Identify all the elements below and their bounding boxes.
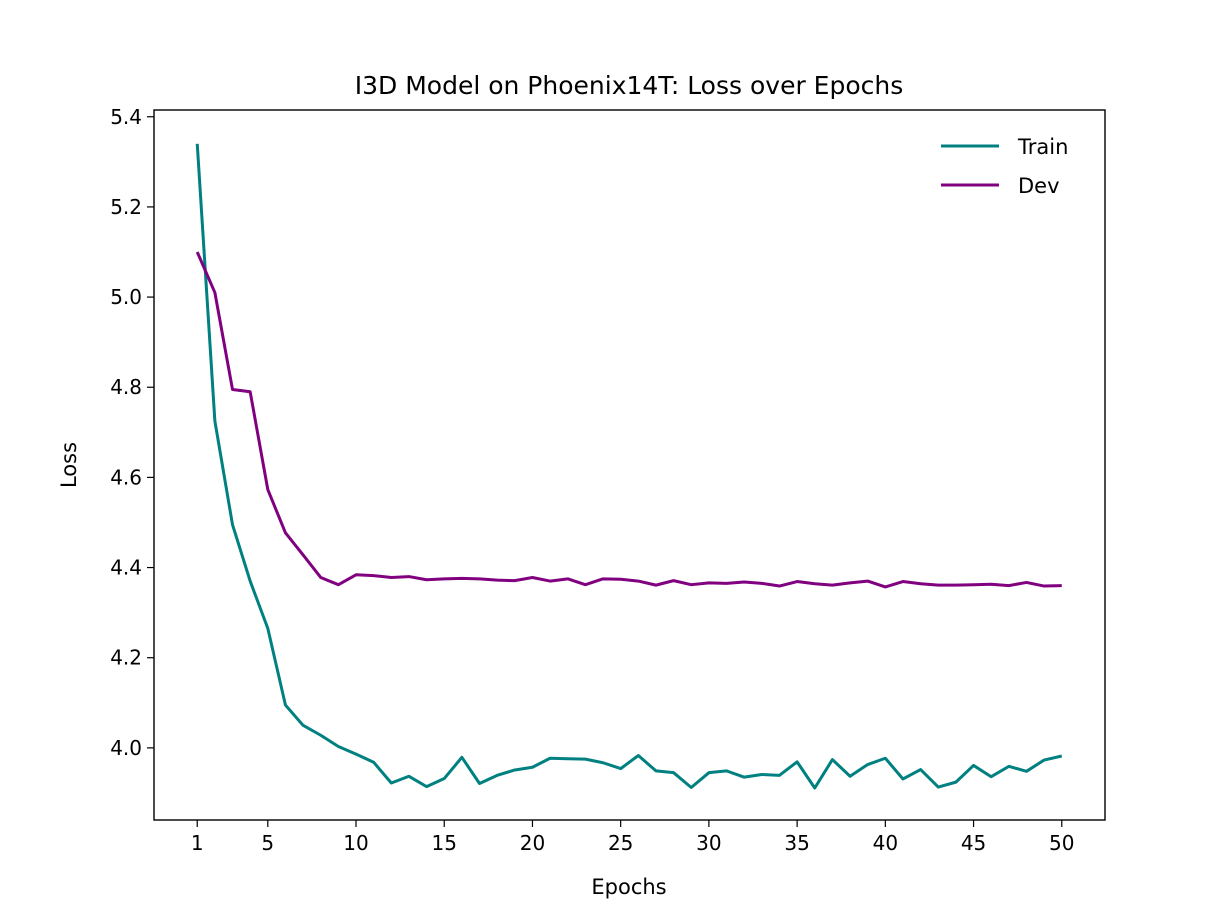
x-tick-label: 5	[261, 831, 274, 855]
y-tick-label: 4.6	[110, 465, 142, 489]
y-tick-label: 4.8	[110, 375, 142, 399]
y-axis-ticks: 4.0 4.2 4.4 4.6 4.8 5.0 5.2 5.4	[110, 105, 154, 760]
x-tick-label: 45	[961, 831, 986, 855]
legend: Train Dev	[941, 135, 1068, 198]
x-tick-label: 25	[608, 831, 633, 855]
x-tick-label: 40	[873, 831, 898, 855]
x-tick-label: 10	[343, 831, 368, 855]
legend-label-train: Train	[1017, 135, 1068, 159]
y-tick-label: 4.0	[110, 736, 142, 760]
chart-title: I3D Model on Phoenix14T: Loss over Epoch…	[355, 71, 904, 100]
x-axis-ticks: 1 5 10 15 20 25 30 35 40 45 50	[191, 820, 1074, 855]
y-tick-label: 5.2	[110, 195, 142, 219]
y-tick-label: 4.4	[110, 556, 142, 580]
x-tick-label: 30	[696, 831, 721, 855]
y-tick-label: 4.2	[110, 646, 142, 670]
x-tick-label: 35	[784, 831, 809, 855]
series-line-dev	[195, 251, 1062, 589]
legend-label-dev: Dev	[1018, 174, 1060, 198]
series-line-train	[195, 143, 1063, 790]
axes-frame	[153, 109, 1106, 821]
plot-lines	[195, 143, 1063, 790]
y-axis-label: Loss	[57, 442, 81, 488]
x-tick-label: 15	[432, 831, 457, 855]
x-tick-label: 1	[191, 831, 204, 855]
y-tick-label: 5.4	[110, 105, 142, 129]
y-tick-label: 5.0	[110, 285, 142, 309]
x-axis-label: Epochs	[591, 875, 666, 899]
x-tick-label: 50	[1049, 831, 1074, 855]
x-tick-label: 20	[520, 831, 545, 855]
